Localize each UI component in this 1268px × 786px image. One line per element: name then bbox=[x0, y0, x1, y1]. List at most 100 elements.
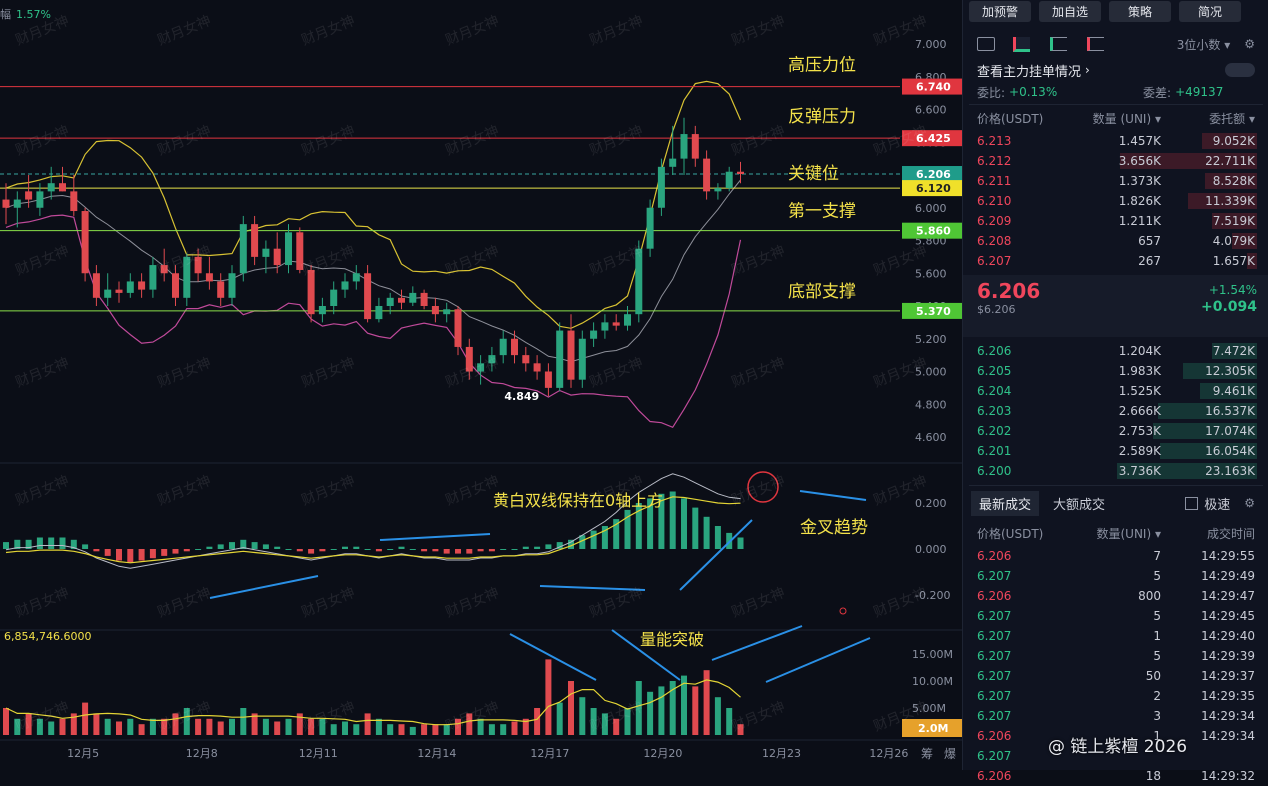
volume-bar bbox=[296, 713, 303, 735]
view-main-label: 查看主力挂单情况 bbox=[977, 64, 1082, 80]
volume-bar bbox=[3, 708, 9, 735]
price-axis-label: 6.600 bbox=[915, 104, 947, 117]
ask-row[interactable]: 6.207 267 1.657K bbox=[963, 251, 1268, 271]
candle-body bbox=[13, 199, 21, 208]
small-marker bbox=[839, 607, 847, 615]
trend-arrow bbox=[679, 519, 753, 591]
bid-row[interactable]: 6.204 1.525K 9.461K bbox=[963, 381, 1268, 401]
tab-large-trades[interactable]: 大额成交 bbox=[1053, 497, 1106, 513]
depth-bar bbox=[1119, 153, 1257, 169]
layout-back-icon[interactable] bbox=[977, 37, 995, 51]
trade-row[interactable]: 6.206 1 14:29:34 bbox=[963, 726, 1268, 746]
row-qty: 5 bbox=[1153, 609, 1161, 623]
ratio-row: 委比: +0.13% 委差: +49137 bbox=[963, 80, 1268, 104]
volume-left-value: 6,854,746.6000 bbox=[4, 630, 91, 643]
ob-header-qty[interactable]: 数量 (UNI) ▾ bbox=[1092, 111, 1161, 126]
candle-body bbox=[646, 207, 654, 249]
volume-bar bbox=[25, 713, 32, 735]
strategy-button[interactable]: 策略 bbox=[1109, 0, 1171, 22]
bid-row[interactable]: 6.205 1.983K 12.305K bbox=[963, 361, 1268, 381]
precision-select[interactable]: 3位小数 ▾ bbox=[1176, 37, 1231, 52]
ratio-value: +0.13% bbox=[1009, 85, 1058, 99]
trade-row[interactable]: 6.207 5 14:29:39 bbox=[963, 646, 1268, 666]
row-qty: 3.656K bbox=[1118, 154, 1161, 168]
volume-bar bbox=[545, 659, 552, 735]
low-marker: 4.849 bbox=[504, 390, 539, 403]
price-axis-label: 5.000 bbox=[915, 366, 947, 379]
candle-body bbox=[375, 306, 383, 320]
trade-row[interactable]: 6.206 800 14:29:47 bbox=[963, 586, 1268, 606]
ask-row[interactable]: 6.209 1.211K 7.519K bbox=[963, 211, 1268, 231]
bid-row[interactable]: 6.201 2.589K 16.054K bbox=[963, 441, 1268, 461]
level-annotation: 第一支撑 bbox=[788, 202, 856, 222]
trade-row[interactable]: 6.206 7 14:29:55 bbox=[963, 546, 1268, 566]
row-qty: 50 bbox=[1145, 669, 1161, 683]
ask-row[interactable]: 6.211 1.373K 8.528K bbox=[963, 171, 1268, 191]
macd-bar bbox=[149, 549, 156, 559]
ask-row[interactable]: 6.208 657 4.079K bbox=[963, 231, 1268, 251]
tab-latest-trades[interactable]: 最新成交 bbox=[971, 490, 1040, 516]
volume-bar bbox=[477, 718, 484, 735]
layout-asks-icon[interactable] bbox=[1087, 37, 1104, 51]
level-badge-label: 6.120 bbox=[916, 182, 951, 195]
bid-row[interactable]: 6.206 1.204K 7.472K bbox=[963, 341, 1268, 361]
bid-row[interactable]: 6.203 2.666K 16.537K bbox=[963, 401, 1268, 421]
overview-button[interactable]: 简况 bbox=[1179, 0, 1241, 22]
candlestick-chart[interactable]: 7.0006.8006.6006.4006.2006.0005.8005.600… bbox=[0, 0, 962, 770]
depth-bar bbox=[1202, 133, 1257, 149]
bid-row[interactable]: 6.202 2.753K 17.074K bbox=[963, 421, 1268, 441]
add-alert-button[interactable]: 加预警 bbox=[969, 0, 1031, 22]
ask-row[interactable]: 6.210 1.826K 11.339K bbox=[963, 191, 1268, 211]
row-amount: 7.472K bbox=[1212, 344, 1255, 358]
trade-row[interactable]: 6.207 5 14:29:49 bbox=[963, 566, 1268, 586]
trades-settings-icon[interactable]: ⚙ bbox=[1244, 496, 1255, 510]
candle-body bbox=[36, 191, 44, 208]
chart-area[interactable]: 7.0006.8006.6006.4006.2006.0005.8005.600… bbox=[0, 0, 962, 770]
row-price: 6.207 bbox=[977, 569, 1012, 583]
macd-axis-label: -0.200 bbox=[915, 589, 950, 602]
volume-bar bbox=[601, 713, 608, 735]
ob-header-amount[interactable]: 委托额 ▾ bbox=[1209, 111, 1255, 126]
volume-bar bbox=[466, 713, 473, 735]
row-time: 14:29:34 bbox=[1201, 729, 1255, 743]
view-main-orders[interactable]: 查看主力挂单情况 › bbox=[963, 60, 1268, 80]
macd-bar bbox=[534, 546, 541, 549]
candle-body bbox=[318, 306, 326, 315]
trade-row[interactable]: 6.207 50 14:29:37 bbox=[963, 666, 1268, 686]
row-time: 14:29:37 bbox=[1201, 669, 1255, 683]
trade-row[interactable]: 6.207 bbox=[963, 746, 1268, 766]
ask-row[interactable]: 6.213 1.457K 9.052K bbox=[963, 131, 1268, 151]
bid-row[interactable]: 6.200 3.736K 23.163K bbox=[963, 461, 1268, 481]
layout-bids-icon[interactable] bbox=[1050, 37, 1067, 51]
volume-bar bbox=[624, 708, 631, 735]
row-qty: 657 bbox=[1138, 234, 1161, 248]
trade-row[interactable]: 6.206 18 14:29:32 bbox=[963, 766, 1268, 786]
level-badge-label: 6.425 bbox=[916, 132, 951, 145]
macd-bar bbox=[590, 530, 597, 549]
add-watchlist-button[interactable]: 加自选 bbox=[1039, 0, 1101, 22]
row-time: 14:29:39 bbox=[1201, 649, 1255, 663]
trades-header-qty[interactable]: 数量(UNI) ▾ bbox=[1096, 526, 1161, 541]
change-absolute: +0.094 bbox=[1200, 299, 1257, 315]
candle-body bbox=[714, 188, 722, 192]
fast-checkbox[interactable] bbox=[1185, 496, 1199, 510]
settings-icon[interactable]: ⚙ bbox=[1244, 37, 1255, 51]
x-axis-right-label: 筹 bbox=[921, 747, 933, 761]
trade-row[interactable]: 6.207 3 14:29:34 bbox=[963, 706, 1268, 726]
trade-row[interactable]: 6.207 2 14:29:35 bbox=[963, 686, 1268, 706]
volume-bar bbox=[14, 718, 21, 735]
trade-row[interactable]: 6.207 5 14:29:45 bbox=[963, 606, 1268, 626]
volume-axis-label: 15.00M bbox=[912, 648, 953, 661]
volume-break-annotation: 量能突破 bbox=[640, 630, 704, 649]
layout-both-icon[interactable] bbox=[1013, 36, 1030, 52]
volume-bar bbox=[522, 718, 529, 735]
volume-bar bbox=[93, 713, 100, 735]
row-price: 6.204 bbox=[977, 384, 1012, 398]
macd-bar bbox=[240, 539, 247, 549]
volume-bar bbox=[511, 721, 518, 735]
trade-row[interactable]: 6.207 1 14:29:40 bbox=[963, 626, 1268, 646]
ask-row[interactable]: 6.212 3.656K 22.711K bbox=[963, 151, 1268, 171]
main-orders-toggle[interactable] bbox=[1225, 63, 1255, 77]
golden-cross-annotation: 金叉趋势 bbox=[800, 518, 868, 538]
last-price-block: 6.206 $6.206 +1.54% +0.094 bbox=[963, 275, 1268, 337]
